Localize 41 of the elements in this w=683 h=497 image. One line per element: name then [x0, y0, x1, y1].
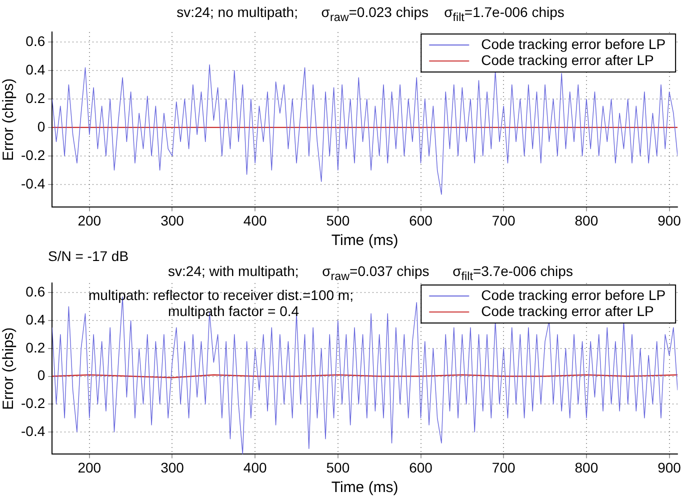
x-tick-label: 400 — [243, 212, 267, 228]
y-tick-label: -0.4 — [21, 422, 46, 439]
y-tick-label: -0.2 — [21, 394, 46, 411]
legend-label: Code tracking error after LP — [481, 302, 654, 319]
x-tick-label: 900 — [658, 212, 682, 228]
x-tick-label: 900 — [658, 459, 682, 476]
annotation: multipath factor = 0.4 — [168, 302, 300, 319]
y-tick-label: -0.2 — [21, 146, 46, 163]
x-tick-label: 800 — [574, 459, 598, 476]
x-axis-title: Time (ms) — [331, 232, 398, 250]
y-tick-label: 0.4 — [26, 311, 46, 328]
chart-title: sv:24; no multipath; σ$_{raw}$=0.023 chips σ$_{filt}$=1.7e-006 chips — [176, 4, 566, 24]
y-tick-label: 0 — [37, 118, 46, 134]
y-axis-title: Error (chips) — [0, 78, 18, 161]
y-tick-label: 0 — [37, 367, 46, 384]
x-tick-label: 300 — [160, 212, 184, 228]
y-tick-label: 0.6 — [26, 32, 46, 49]
y-tick-label: 0.4 — [26, 61, 46, 78]
text: S/N = -17 dB — [48, 248, 129, 264]
y-axis-title: Error (chips) — [0, 327, 18, 410]
y-tick-label: 0.6 — [26, 284, 46, 300]
x-tick-label: 200 — [78, 459, 102, 476]
x-tick-label: 700 — [492, 212, 516, 228]
legend-label: Code tracking error before LP — [481, 36, 666, 52]
y-tick-label: 0.2 — [26, 339, 46, 356]
chart-title: sv:24; with multipath; σ$_{raw}$=0.037 chips σ$_{filt}$=3.7e-006 chips — [167, 263, 574, 283]
legend-label: Code tracking error before LP — [481, 286, 666, 303]
x-tick-label: 400 — [243, 459, 267, 476]
x-axis-title: Time (ms) — [331, 479, 398, 496]
legend-label: Code tracking error after LP — [481, 52, 654, 68]
x-tick-label: 500 — [326, 459, 350, 476]
y-tick-label: -0.4 — [21, 175, 46, 192]
x-tick-label: 500 — [326, 212, 350, 228]
x-tick-label: 200 — [78, 212, 102, 228]
x-tick-label: 800 — [574, 212, 598, 228]
x-tick-label: 600 — [409, 212, 433, 228]
x-tick-label: 700 — [492, 459, 516, 476]
x-tick-label: 300 — [160, 459, 184, 476]
x-tick-label: 600 — [409, 459, 433, 476]
y-tick-label: 0.2 — [26, 90, 46, 106]
annotation: multipath: reflector to receiver dist.=100 m; — [88, 286, 354, 303]
